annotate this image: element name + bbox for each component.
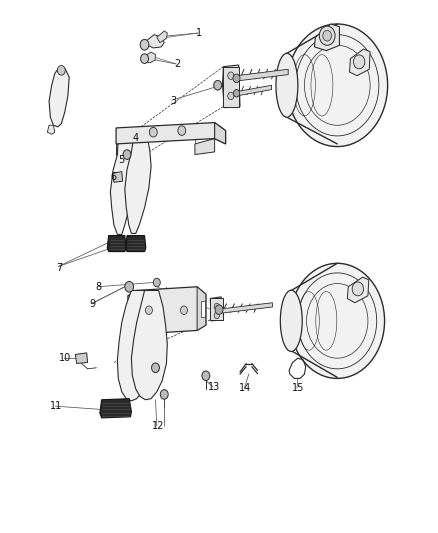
Circle shape bbox=[353, 55, 365, 69]
Text: 12: 12 bbox=[152, 422, 164, 431]
Bar bbox=[210, 298, 223, 320]
Circle shape bbox=[125, 281, 134, 292]
Text: 7: 7 bbox=[56, 263, 62, 272]
Circle shape bbox=[152, 363, 159, 373]
Circle shape bbox=[178, 126, 186, 135]
Circle shape bbox=[319, 26, 335, 45]
Circle shape bbox=[160, 390, 168, 399]
Circle shape bbox=[287, 24, 388, 147]
Text: 14: 14 bbox=[239, 383, 251, 393]
Circle shape bbox=[202, 371, 210, 381]
Text: 11: 11 bbox=[50, 401, 62, 411]
Polygon shape bbox=[100, 399, 131, 418]
Circle shape bbox=[323, 30, 332, 41]
Circle shape bbox=[145, 306, 152, 314]
Ellipse shape bbox=[276, 53, 298, 117]
Polygon shape bbox=[215, 123, 226, 144]
Circle shape bbox=[153, 278, 160, 287]
Text: 13: 13 bbox=[208, 382, 220, 392]
Polygon shape bbox=[126, 236, 146, 252]
Polygon shape bbox=[116, 144, 136, 155]
Circle shape bbox=[141, 54, 148, 63]
Text: 3: 3 bbox=[170, 96, 176, 106]
Circle shape bbox=[123, 150, 131, 159]
Polygon shape bbox=[145, 52, 155, 63]
Text: 8: 8 bbox=[95, 282, 102, 292]
Circle shape bbox=[214, 312, 219, 319]
Ellipse shape bbox=[280, 290, 302, 352]
Polygon shape bbox=[237, 69, 288, 81]
Polygon shape bbox=[157, 31, 167, 43]
Text: 5: 5 bbox=[119, 155, 125, 165]
Polygon shape bbox=[314, 24, 339, 51]
Text: 2: 2 bbox=[174, 59, 180, 69]
Circle shape bbox=[228, 72, 234, 79]
Text: 10: 10 bbox=[59, 353, 71, 363]
Polygon shape bbox=[350, 49, 370, 76]
Polygon shape bbox=[210, 297, 223, 321]
Circle shape bbox=[215, 305, 223, 314]
Circle shape bbox=[180, 306, 187, 314]
Polygon shape bbox=[117, 290, 152, 401]
Text: 9: 9 bbox=[89, 299, 95, 309]
Circle shape bbox=[290, 263, 385, 378]
Circle shape bbox=[352, 282, 364, 296]
Circle shape bbox=[233, 90, 240, 97]
Circle shape bbox=[57, 66, 65, 75]
Polygon shape bbox=[347, 277, 369, 303]
Polygon shape bbox=[219, 303, 272, 313]
Circle shape bbox=[228, 92, 234, 100]
Bar bbox=[201, 301, 205, 317]
Polygon shape bbox=[128, 287, 206, 334]
Polygon shape bbox=[197, 287, 206, 330]
Polygon shape bbox=[47, 125, 55, 134]
Circle shape bbox=[140, 39, 149, 50]
Polygon shape bbox=[125, 134, 151, 233]
Polygon shape bbox=[237, 85, 272, 96]
Text: 6: 6 bbox=[111, 172, 117, 182]
Polygon shape bbox=[131, 290, 167, 400]
Circle shape bbox=[214, 303, 219, 310]
Polygon shape bbox=[223, 65, 240, 108]
Polygon shape bbox=[113, 172, 123, 182]
Polygon shape bbox=[49, 68, 69, 127]
Circle shape bbox=[214, 80, 222, 90]
Text: 4: 4 bbox=[133, 133, 139, 142]
Text: 1: 1 bbox=[196, 28, 202, 38]
Polygon shape bbox=[195, 139, 215, 155]
Text: 15: 15 bbox=[292, 383, 304, 393]
Polygon shape bbox=[75, 353, 88, 364]
Polygon shape bbox=[110, 134, 136, 235]
Circle shape bbox=[149, 127, 157, 137]
Bar bbox=[223, 67, 239, 107]
Polygon shape bbox=[116, 123, 226, 144]
Polygon shape bbox=[107, 236, 126, 252]
Polygon shape bbox=[147, 35, 164, 48]
Circle shape bbox=[233, 74, 240, 83]
